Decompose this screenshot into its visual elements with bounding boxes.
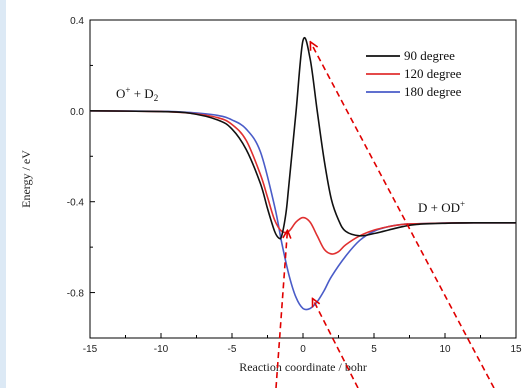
x-tick-label: 10 bbox=[439, 344, 451, 355]
x-tick-label: 5 bbox=[371, 344, 377, 355]
legend-entry: 120 degree bbox=[404, 66, 462, 81]
y-tick-label: -0.8 bbox=[67, 289, 85, 300]
x-tick-label: 15 bbox=[510, 344, 522, 355]
x-tick-label: -5 bbox=[228, 344, 237, 355]
reactant-label: O+ + D2 bbox=[116, 85, 158, 103]
x-tick-label: 0 bbox=[300, 344, 306, 355]
series-line-120-degree bbox=[90, 110, 516, 255]
legend-entry: 90 degree bbox=[404, 48, 455, 63]
series-line-90-degree bbox=[90, 36, 516, 240]
red-dashed-arrow bbox=[311, 43, 495, 388]
product-label: D + OD+ bbox=[418, 199, 465, 215]
y-axis-label: Energy / eV bbox=[19, 150, 33, 208]
legend-entry: 180 degree bbox=[404, 84, 462, 99]
figure-frame: -15 -10 -5 0 5 10 15 0.4 0.0 -0.4 -0.8 Reaction coo… bbox=[6, 0, 522, 388]
x-axis-label: Reaction coordinate / bohr bbox=[239, 360, 367, 374]
energy-profile-chart: -15 -10 -5 0 5 10 15 0.4 0.0 -0.4 -0.8 Reaction coo… bbox=[19, 16, 522, 388]
y-tick-label: 0.4 bbox=[70, 16, 84, 27]
x-tick-label: -15 bbox=[83, 344, 98, 355]
y-tick-label: -0.4 bbox=[67, 198, 85, 209]
red-dashed-arrow bbox=[275, 231, 287, 388]
y-tick-label: 0.0 bbox=[70, 107, 84, 118]
x-tick-label: -10 bbox=[154, 344, 169, 355]
red-dashed-arrow bbox=[313, 299, 359, 388]
